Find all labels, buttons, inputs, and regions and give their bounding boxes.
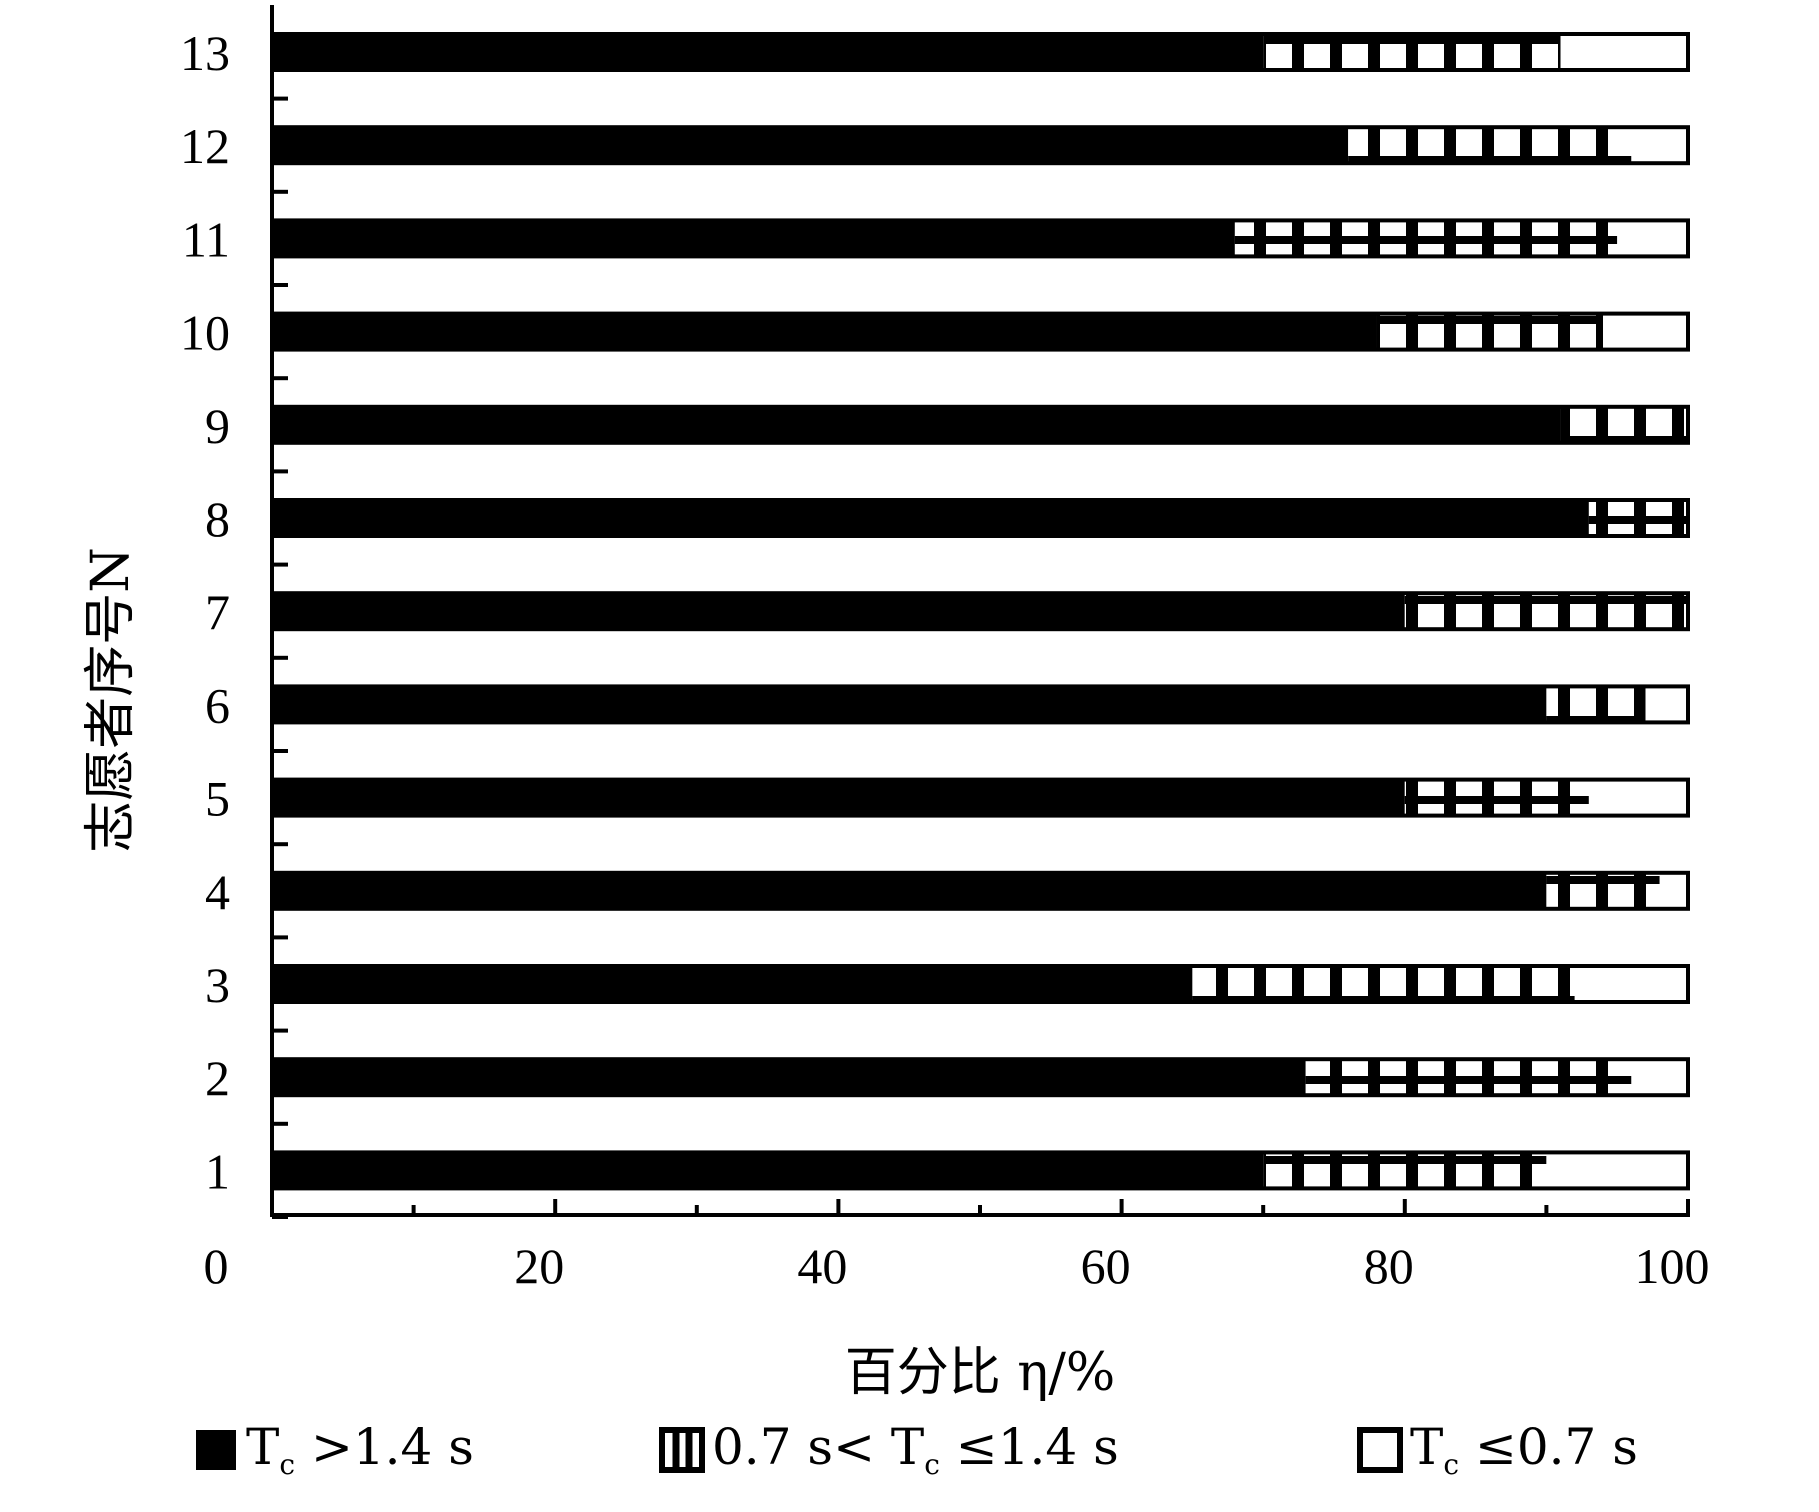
legend: Tc >1.4 s 0.7 s< Tc ≤1.4 s Tc ≤0.7 s <box>196 1418 1638 1481</box>
y-tick-label: 1 <box>205 1143 230 1199</box>
segment-0-7-to-1-4s <box>1546 686 1646 723</box>
segment-0-7-to-1-4s <box>1348 127 1632 164</box>
x-tick-label: 60 <box>1081 1238 1131 1294</box>
segment-under-0-7s <box>1588 779 1688 816</box>
y-tick-label: 4 <box>205 864 230 920</box>
y-axis-title: 志愿者序号N <box>81 547 141 853</box>
legend-item-2: 0.7 s< Tc ≤1.4 s <box>659 1418 1119 1481</box>
segment-0-7-to-1-4s <box>1192 966 1575 1002</box>
segment-0-7-to-1-4s <box>1376 313 1604 350</box>
bar-row-9: 9 <box>205 398 1690 454</box>
legend-swatch-hollow <box>1357 1427 1403 1473</box>
segment-0-7-to-1-4s <box>1546 872 1660 909</box>
legend-label: 0.7 s< Tc ≤1.4 s <box>712 1418 1119 1481</box>
segment-0-7-to-1-4s <box>1263 34 1561 70</box>
segment-under-0-7s <box>1546 1152 1688 1189</box>
segment-over-1-4s <box>272 686 1547 723</box>
segment-over-1-4s <box>272 593 1405 630</box>
bar-row-13: 13 <box>180 25 1690 81</box>
segment-over-1-4s <box>272 406 1561 443</box>
y-tick-label: 7 <box>205 584 230 640</box>
segment-over-1-4s <box>272 1152 1264 1189</box>
y-tick-label: 13 <box>180 25 230 81</box>
y-tick-label: 3 <box>205 957 230 1013</box>
y-tick-label: 5 <box>205 771 230 827</box>
bar-row-7: 7 <box>205 584 1690 640</box>
segment-under-0-7s <box>1645 686 1688 723</box>
y-tick-label: 10 <box>180 305 230 361</box>
x-tick-label: 80 <box>1364 1238 1414 1294</box>
segment-over-1-4s <box>272 872 1547 909</box>
x-tick-label: 100 <box>1635 1238 1710 1294</box>
legend-swatch-solid <box>196 1430 236 1470</box>
y-tick-label: 12 <box>180 118 230 174</box>
bar-row-3: 3 <box>205 957 1690 1013</box>
segment-over-1-4s <box>272 779 1405 816</box>
segment-under-0-7s <box>1631 127 1688 164</box>
y-tick-label: 9 <box>205 398 230 454</box>
segment-0-7-to-1-4s <box>1560 406 1688 443</box>
x-tick-label: 20 <box>514 1238 564 1294</box>
legend-label: Tc ≤0.7 s <box>1410 1418 1638 1481</box>
legend-swatch-striped <box>659 1427 705 1473</box>
segment-under-0-7s <box>1603 313 1688 350</box>
segment-under-0-7s <box>1560 34 1688 70</box>
segment-0-7-to-1-4s <box>1588 500 1688 536</box>
bar-row-4: 4 <box>205 864 1690 920</box>
y-tick-label: 2 <box>205 1050 230 1106</box>
segment-over-1-4s <box>272 220 1235 257</box>
x-tick-label: 0 <box>204 1238 229 1294</box>
bar-row-2: 2 <box>205 1050 1690 1106</box>
segment-over-1-4s <box>272 500 1589 536</box>
segment-over-1-4s <box>272 127 1349 164</box>
segment-over-1-4s <box>272 1059 1306 1096</box>
bar-row-8: 8 <box>205 491 1690 547</box>
legend-item-3: Tc ≤0.7 s <box>1357 1418 1638 1481</box>
segment-0-7-to-1-4s <box>1263 1152 1547 1189</box>
segment-under-0-7s <box>1659 872 1688 909</box>
bar-row-6: 6 <box>205 677 1690 733</box>
segment-over-1-4s <box>272 966 1193 1002</box>
y-tick-label: 8 <box>205 491 230 547</box>
segment-0-7-to-1-4s <box>1404 593 1688 630</box>
segment-under-0-7s <box>1631 1059 1688 1096</box>
bar-row-11: 11 <box>182 211 1690 267</box>
bar-row-1: 1 <box>205 1143 1690 1199</box>
segment-under-0-7s <box>1617 220 1688 257</box>
y-tick-label: 6 <box>205 677 230 733</box>
segment-over-1-4s <box>272 313 1377 350</box>
legend-label: Tc >1.4 s <box>246 1418 474 1481</box>
x-tick-label: 40 <box>797 1238 847 1294</box>
legend-item-1: Tc >1.4 s <box>196 1418 474 1481</box>
segment-0-7-to-1-4s <box>1404 779 1589 816</box>
segment-over-1-4s <box>272 34 1264 70</box>
y-tick-label: 11 <box>182 211 230 267</box>
segment-under-0-7s <box>1574 966 1688 1002</box>
bar-row-10: 10 <box>180 305 1690 361</box>
bar-row-12: 12 <box>180 118 1690 174</box>
bar-row-5: 5 <box>205 771 1690 827</box>
segment-0-7-to-1-4s <box>1234 220 1618 257</box>
segment-0-7-to-1-4s <box>1305 1059 1632 1096</box>
axes-layer: 0 20 40 60 80 100 <box>204 5 1710 1294</box>
x-axis-title: 百分比 η/% <box>845 1343 1116 1403</box>
